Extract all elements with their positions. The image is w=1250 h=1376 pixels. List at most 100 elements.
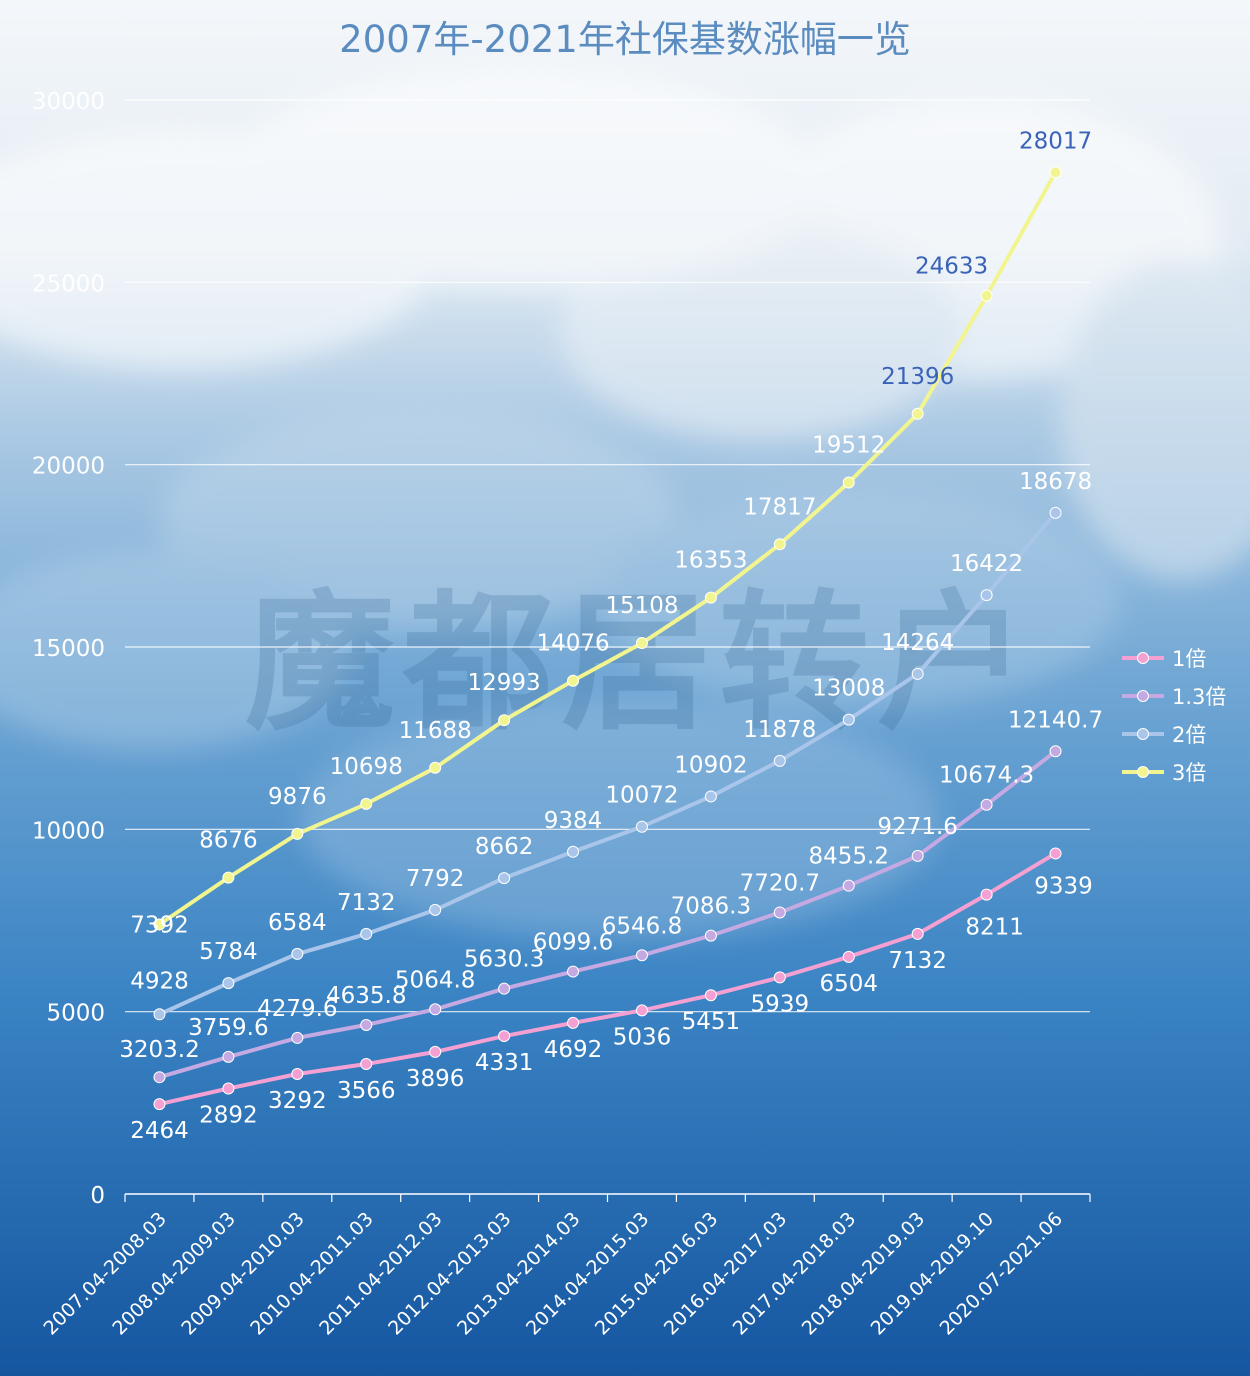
data-label: 24633 xyxy=(915,254,988,280)
data-point xyxy=(360,797,373,810)
legend-swatch-marker xyxy=(1137,690,1149,702)
y-tick-label: 5000 xyxy=(46,1001,105,1027)
data-point xyxy=(980,289,993,302)
legend-label: 3倍 xyxy=(1172,761,1206,785)
data-point xyxy=(153,918,166,931)
data-point xyxy=(911,407,924,420)
data-point xyxy=(429,903,442,916)
y-tick-label: 25000 xyxy=(32,271,105,297)
data-point xyxy=(153,1071,166,1084)
data-label: 5784 xyxy=(199,939,258,965)
legend-swatch-marker xyxy=(1137,766,1149,778)
data-point xyxy=(291,1067,304,1080)
data-label: 28017 xyxy=(1019,128,1092,154)
data-point xyxy=(291,947,304,960)
data-label: 8211 xyxy=(965,915,1024,941)
data-point xyxy=(291,1031,304,1044)
data-label: 4928 xyxy=(130,968,189,994)
data-label: 3566 xyxy=(337,1078,396,1104)
data-label: 9271.6 xyxy=(877,814,957,840)
data-label: 18678 xyxy=(1019,469,1092,495)
data-point xyxy=(773,754,786,767)
data-point xyxy=(842,950,855,963)
data-point xyxy=(704,790,717,803)
series-line xyxy=(157,170,1058,927)
watermark-text: 魔都居转户 xyxy=(245,577,1035,751)
data-label: 14264 xyxy=(881,630,954,656)
data-point xyxy=(635,949,648,962)
data-label: 7720.7 xyxy=(740,870,820,896)
data-label: 14076 xyxy=(536,631,609,657)
data-point xyxy=(498,872,511,885)
data-label: 10698 xyxy=(330,754,403,780)
data-point xyxy=(1049,745,1062,758)
data-point xyxy=(222,977,235,990)
series-line xyxy=(157,851,1058,1107)
data-point xyxy=(567,674,580,687)
series-line xyxy=(157,749,1058,1080)
legend-label: 1.3倍 xyxy=(1172,685,1226,709)
data-point xyxy=(773,971,786,984)
data-label: 7392 xyxy=(130,912,189,938)
data-point xyxy=(153,1098,166,1111)
legend-label: 1倍 xyxy=(1172,647,1206,671)
data-label: 6504 xyxy=(819,971,878,997)
data-point xyxy=(704,929,717,942)
y-tick-label: 30000 xyxy=(32,89,105,115)
data-point xyxy=(360,1018,373,1031)
data-point xyxy=(635,637,648,650)
data-point xyxy=(222,1082,235,1095)
data-point xyxy=(842,476,855,489)
y-tick-label: 0 xyxy=(90,1183,105,1209)
data-point xyxy=(980,589,993,602)
data-label: 10674.3 xyxy=(939,763,1034,789)
data-label: 13008 xyxy=(812,676,885,702)
data-label: 4331 xyxy=(475,1050,534,1076)
data-label: 3896 xyxy=(406,1066,465,1092)
data-label: 3759.6 xyxy=(188,1015,268,1041)
data-point xyxy=(567,965,580,978)
data-point xyxy=(360,927,373,940)
data-point xyxy=(222,871,235,884)
data-label: 7132 xyxy=(888,948,947,974)
data-point xyxy=(773,906,786,919)
data-label: 21396 xyxy=(881,364,954,390)
data-point xyxy=(980,798,993,811)
data-label: 9384 xyxy=(544,808,603,834)
data-point xyxy=(980,888,993,901)
data-label: 8455.2 xyxy=(809,844,889,870)
data-point xyxy=(498,1030,511,1043)
data-label: 4692 xyxy=(544,1037,603,1063)
data-label: 11688 xyxy=(399,718,472,744)
legend-swatch-marker xyxy=(1137,652,1149,664)
data-label: 4279.6 xyxy=(257,996,337,1022)
data-label: 5064.8 xyxy=(395,967,475,993)
data-point xyxy=(1049,847,1062,860)
legend-label: 2倍 xyxy=(1172,723,1206,747)
data-point xyxy=(635,820,648,833)
series-line xyxy=(157,510,1058,1017)
data-point xyxy=(773,538,786,551)
data-label: 19512 xyxy=(812,432,885,458)
data-label: 5036 xyxy=(613,1024,672,1050)
data-label: 17817 xyxy=(743,494,816,520)
data-point xyxy=(567,1016,580,1029)
data-label: 6546.8 xyxy=(602,913,682,939)
data-label: 5451 xyxy=(682,1009,741,1035)
data-label: 8676 xyxy=(199,828,258,854)
data-point xyxy=(1049,166,1062,179)
data-label: 12993 xyxy=(468,670,541,696)
data-label: 4635.8 xyxy=(326,983,406,1009)
data-point xyxy=(911,927,924,940)
data-point xyxy=(360,1057,373,1070)
data-label: 5939 xyxy=(751,991,810,1017)
data-point xyxy=(1049,506,1062,519)
data-label: 16422 xyxy=(950,551,1023,577)
data-point xyxy=(842,713,855,726)
data-label: 6099.6 xyxy=(533,930,613,956)
data-point xyxy=(704,591,717,604)
legend-swatch-marker xyxy=(1137,728,1149,740)
data-label: 8662 xyxy=(475,834,534,860)
